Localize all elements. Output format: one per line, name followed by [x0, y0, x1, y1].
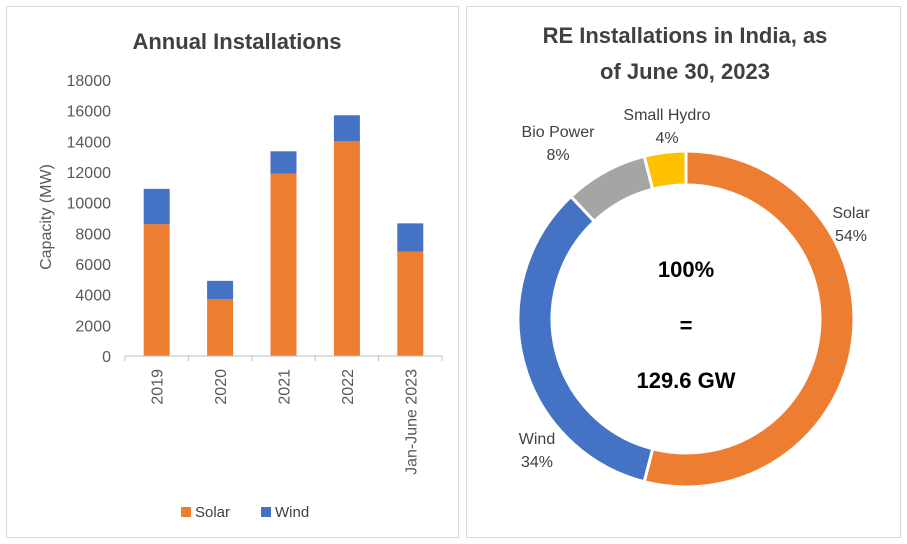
annual-installations-panel: Annual Installations Capacity (MW) 0 2000…	[6, 6, 459, 538]
bar-wind-2020	[207, 280, 234, 300]
bar-solar-jan-june-2023	[397, 251, 424, 356]
donut-chart-title-line-1: RE Installations in India, as	[543, 23, 828, 48]
y-tick-label: 12000	[67, 165, 112, 182]
donut-center-percent: 100%	[658, 257, 714, 282]
bar-chart: Annual Installations Capacity (MW) 0 2000…	[38, 29, 443, 521]
donut-label-percent: 54%	[835, 228, 867, 245]
donut-label-name: Small Hydro	[623, 107, 710, 124]
donut-slice-solar	[642, 149, 856, 489]
x-tick-label: Jan-June 2023	[403, 369, 420, 475]
bar-wind-2022	[333, 115, 360, 142]
bar-wind-2019	[143, 188, 170, 225]
legend-swatch-solar	[181, 507, 191, 517]
y-tick-label: 14000	[67, 134, 112, 151]
donut-label-percent: 4%	[655, 130, 678, 147]
x-tick-label: 2021	[277, 369, 294, 405]
bar-wind-2021	[270, 151, 297, 174]
y-tick-label: 0	[102, 349, 111, 366]
y-tick-label: 8000	[75, 226, 111, 243]
donut-chart-title-line-2: of June 30, 2023	[600, 59, 770, 84]
donut-slice-bio-power	[568, 154, 655, 224]
bar-solar-2020	[207, 299, 234, 356]
donut-label-name: Bio Power	[522, 124, 596, 141]
donut-label-percent: 34%	[521, 454, 553, 471]
bar-chart-title: Annual Installations	[132, 29, 341, 54]
bar-solar-2019	[143, 224, 170, 356]
y-tick-label: 10000	[67, 196, 112, 213]
legend-label-solar: Solar	[195, 504, 230, 521]
y-tick-label: 6000	[75, 257, 111, 274]
donut-label-name: Solar	[832, 205, 870, 222]
donut-center-total: 129.6 GW	[636, 368, 735, 393]
bar-solar-2021	[270, 173, 297, 356]
bar-wind-jan-june-2023	[397, 223, 424, 252]
x-tick-label: 2020	[213, 369, 230, 405]
y-tick-label: 2000	[75, 318, 111, 335]
legend-swatch-wind	[261, 507, 271, 517]
donut-chart: RE Installations in India, as of June 30…	[516, 23, 870, 489]
donut-label-name: Wind	[519, 431, 555, 448]
y-axis-label: Capacity (MW)	[38, 164, 55, 270]
donut-center-equals: =	[680, 313, 693, 338]
y-tick-label: 16000	[67, 104, 112, 121]
bar-solar-2022	[333, 141, 360, 356]
x-tick-label: 2022	[340, 369, 357, 405]
donut-label-percent: 8%	[546, 147, 569, 164]
legend-label-wind: Wind	[275, 504, 309, 521]
y-tick-label: 18000	[67, 73, 112, 90]
donut-slice-small-hydro	[642, 149, 688, 192]
re-installations-panel: RE Installations in India, as of June 30…	[466, 6, 901, 538]
x-tick-label: 2019	[150, 369, 167, 405]
y-tick-label: 4000	[75, 288, 111, 305]
